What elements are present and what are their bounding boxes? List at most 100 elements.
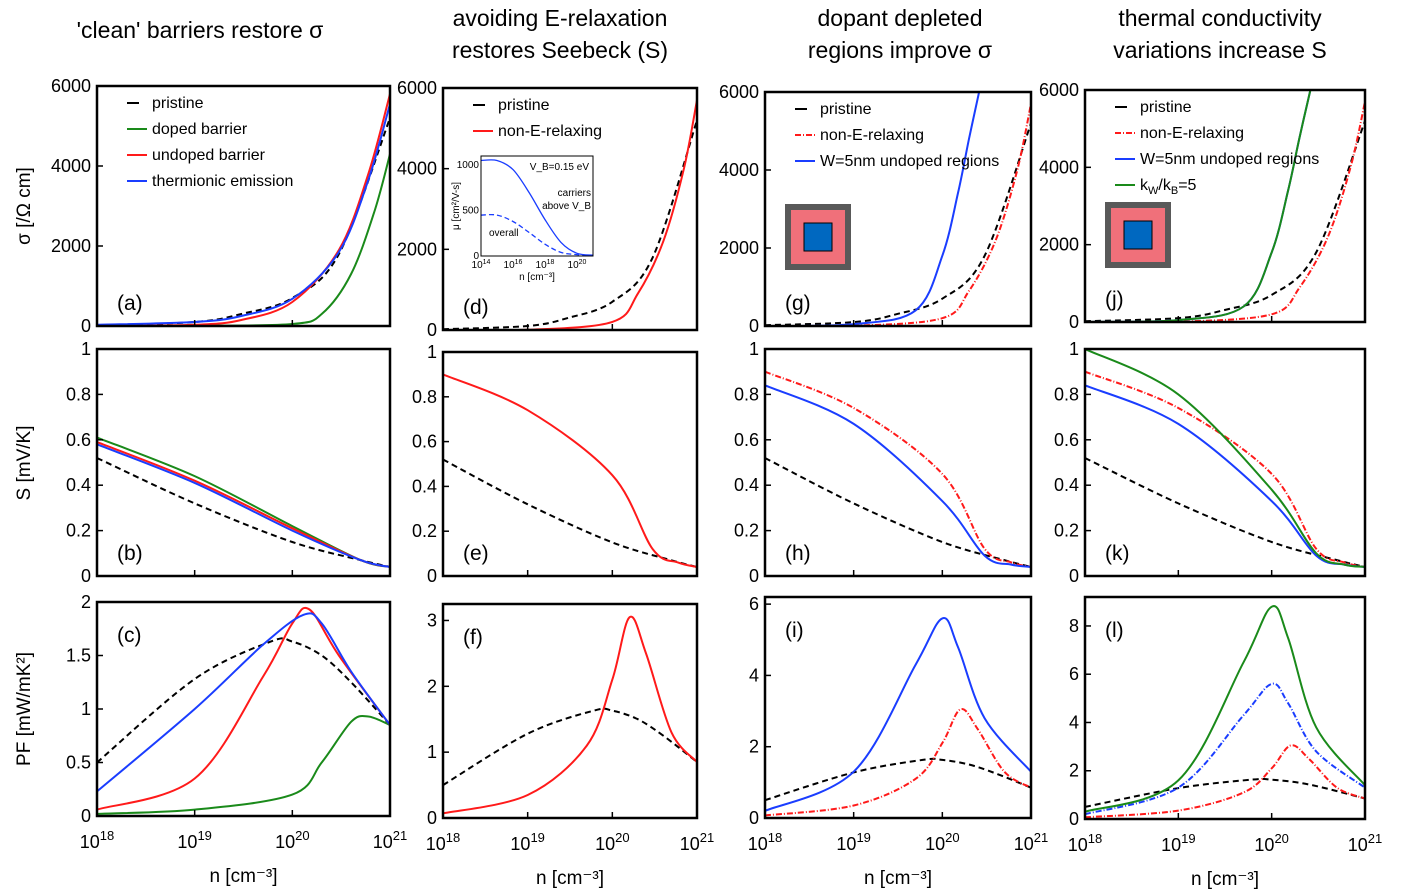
series-line-e-1 bbox=[443, 373, 697, 568]
ytick-label-a-0: 0 bbox=[81, 316, 91, 336]
plot-frame-f bbox=[441, 602, 699, 820]
panel-j: 0 2000 4000 6000 (j) pristine non-E-relaxing W=… bbox=[1039, 80, 1367, 332]
legend-entry-a-3: thermionic emission bbox=[152, 173, 293, 190]
series-line-l-1 bbox=[1085, 744, 1365, 819]
inset-annotation-carriers: carriers bbox=[558, 188, 591, 199]
ytick-label-j-2: 4000 bbox=[1039, 157, 1079, 177]
schematic-core-j bbox=[1123, 220, 1153, 250]
ytick-label-k-5: 1 bbox=[1069, 339, 1079, 359]
series-line-d-0 bbox=[443, 119, 697, 330]
column-title-4-line-1: thermal conductivity bbox=[1118, 5, 1322, 31]
panel-label-g: (g) bbox=[785, 292, 811, 315]
series-line-c-2 bbox=[97, 606, 390, 811]
series-line-h-1 bbox=[765, 370, 1031, 568]
ytick-label-d-0: 0 bbox=[427, 320, 437, 340]
ytick-label-c-2: 1 bbox=[81, 699, 91, 719]
series-line-i-1 bbox=[765, 708, 1031, 817]
ytick-label-j-3: 6000 bbox=[1039, 80, 1079, 100]
x-axis-title-i: n [cm⁻³] bbox=[864, 868, 932, 889]
inset-ytick-0: 0 bbox=[473, 251, 479, 262]
ytick-label-h-2: 0.4 bbox=[734, 475, 759, 495]
inset-annotation-vb: V_B=0.15 eV bbox=[530, 162, 590, 173]
ytick-label-g-2: 4000 bbox=[719, 160, 759, 180]
xtick-label-i-3: 1021 bbox=[1014, 830, 1049, 854]
ytick-label-e-4: 0.8 bbox=[412, 387, 437, 407]
legend-entry-g-1: non-E-relaxing bbox=[820, 127, 924, 144]
panel-a: 0 2000 4000 6000 (a) pristine doped barrier und… bbox=[51, 76, 392, 336]
series-group-c bbox=[97, 606, 390, 815]
panel-g: 0 2000 4000 6000 (g) pristine non-E-relaxing W=… bbox=[719, 82, 1033, 336]
panel-label-d: (d) bbox=[463, 296, 489, 319]
legend-entry-d-0: pristine bbox=[498, 97, 550, 114]
series-line-b-3 bbox=[97, 443, 390, 568]
inset-ytick-2: 1000 bbox=[457, 160, 480, 171]
ytick-label-b-1: 0.2 bbox=[66, 521, 91, 541]
ytick-label-g-3: 6000 bbox=[719, 82, 759, 102]
legend-entry-j-0: pristine bbox=[1140, 99, 1192, 116]
xtick-label-l-3: 1021 bbox=[1348, 831, 1383, 855]
ytick-label-a-2: 4000 bbox=[51, 156, 91, 176]
series-line-c-1 bbox=[97, 714, 390, 815]
inset-annotation-above: above V_B bbox=[542, 201, 591, 212]
series-line-k-2 bbox=[1085, 384, 1365, 568]
ytick-label-c-0: 0 bbox=[81, 806, 91, 826]
series-line-g-2 bbox=[765, 92, 981, 326]
xtick-label-i-0: 1018 bbox=[748, 830, 783, 854]
y-axis-title-S: S [mV/K] bbox=[14, 426, 35, 501]
ytick-label-a-1: 2000 bbox=[51, 236, 91, 256]
ytick-label-g-1: 2000 bbox=[719, 238, 759, 258]
ytick-label-c-3: 1.5 bbox=[66, 646, 91, 666]
inset-annotation-overall: overall bbox=[489, 228, 518, 239]
ytick-label-l-0: 0 bbox=[1069, 809, 1079, 829]
column-title-1-line-1: 'clean' barriers restore σ bbox=[77, 17, 324, 43]
ytick-label-i-0: 0 bbox=[749, 808, 759, 828]
panel-label-f: (f) bbox=[463, 626, 483, 649]
ytick-label-h-5: 1 bbox=[749, 339, 759, 359]
inset-xtick-2: 1018 bbox=[536, 259, 555, 271]
inset-xtick-3: 1020 bbox=[568, 259, 587, 271]
panel-c: 0 0.5 1 1.5 2 1018 1019 1020 1021 n [cm⁻³] (c) bbox=[66, 592, 407, 887]
ytick-label-i-1: 2 bbox=[749, 737, 759, 757]
series-line-a-3 bbox=[97, 103, 390, 326]
ytick-label-g-0: 0 bbox=[749, 316, 759, 336]
xtick-label-i-1: 1019 bbox=[836, 830, 871, 854]
ytick-label-b-4: 0.8 bbox=[66, 384, 91, 404]
series-line-c-3 bbox=[97, 612, 390, 793]
ytick-label-k-0: 0 bbox=[1069, 566, 1079, 586]
ytick-label-l-3: 6 bbox=[1069, 664, 1079, 684]
plot-frame-k bbox=[1083, 347, 1367, 578]
xtick-label-c-1: 1019 bbox=[177, 828, 212, 852]
y-axis-title-sigma: σ [/Ω cm] bbox=[14, 167, 35, 245]
series-line-l-2 bbox=[1085, 682, 1365, 816]
plot-frame-g bbox=[763, 90, 1033, 328]
series-line-k-0 bbox=[1085, 457, 1365, 568]
xtick-label-c-3: 1021 bbox=[373, 828, 408, 852]
ytick-label-e-5: 1 bbox=[427, 342, 437, 362]
ytick-label-d-3: 6000 bbox=[397, 78, 437, 98]
xtick-label-f-2: 1020 bbox=[595, 830, 630, 854]
panel-label-a: (a) bbox=[117, 292, 143, 315]
series-line-j-3 bbox=[1085, 90, 1312, 322]
series-line-e-0 bbox=[443, 458, 697, 568]
ytick-label-k-2: 0.4 bbox=[1054, 475, 1079, 495]
series-line-c-0 bbox=[97, 637, 390, 764]
xtick-label-l-1: 1019 bbox=[1161, 831, 1196, 855]
inset-xtick-0: 1014 bbox=[472, 259, 491, 271]
series-group-f bbox=[443, 615, 697, 815]
panel-d: 0 2000 4000 6000 (d) pristine non-E-relaxing 0 5… bbox=[397, 78, 699, 340]
schematic-core-g bbox=[803, 222, 833, 252]
ytick-label-j-1: 2000 bbox=[1039, 235, 1079, 255]
xtick-label-f-1: 1019 bbox=[510, 830, 545, 854]
ytick-label-l-2: 4 bbox=[1069, 712, 1079, 732]
ytick-label-f-1: 1 bbox=[427, 742, 437, 762]
series-group-i bbox=[765, 617, 1031, 817]
inset-xlabel: n [cm⁻³] bbox=[519, 272, 555, 283]
inset-ytick-1: 500 bbox=[462, 206, 479, 217]
panel-label-c: (c) bbox=[117, 624, 142, 647]
y-axis-labels: σ [/Ω cm] S [mV/K] PF [mW/mK²] bbox=[14, 167, 35, 766]
inset-xtick-1: 1016 bbox=[504, 259, 523, 271]
ytick-label-k-4: 0.8 bbox=[1054, 384, 1079, 404]
series-group-h bbox=[765, 370, 1031, 568]
